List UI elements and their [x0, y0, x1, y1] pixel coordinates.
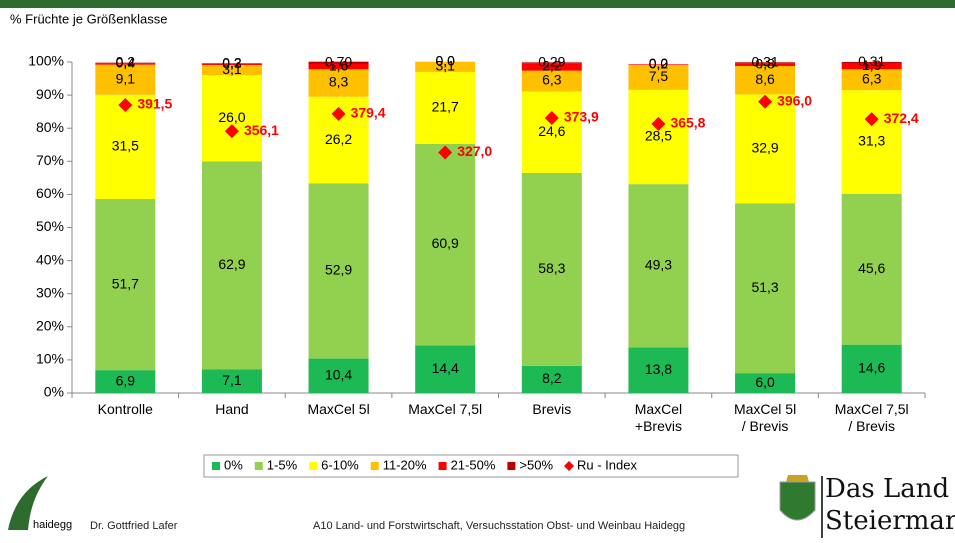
data-label: 58,3	[538, 260, 565, 276]
y-tick-label: 80%	[36, 119, 64, 135]
y-tick-label: 0%	[44, 384, 64, 400]
legend-label: 21-50%	[451, 457, 496, 472]
legend-swatch	[255, 462, 263, 470]
data-label: 21,7	[432, 99, 459, 115]
index-label: 396,0	[777, 92, 812, 108]
footer-author: Dr. Gottfried Lafer	[90, 520, 177, 532]
data-label: 7,1	[222, 372, 242, 388]
index-label: 372,4	[884, 110, 919, 126]
data-label: 49,3	[645, 256, 672, 272]
slide: % Früchte je Größenklasse haidegg 0% 10% 2…	[0, 0, 955, 543]
data-label: 9,1	[116, 70, 136, 86]
data-label: 0,31	[751, 54, 778, 70]
data-label: 0,29	[538, 54, 565, 70]
data-label: 52,9	[325, 262, 352, 278]
data-label: 14,4	[432, 360, 459, 376]
data-label: 13,8	[645, 361, 672, 377]
index-label: 327,0	[457, 143, 492, 159]
data-label: 14,6	[858, 360, 885, 376]
top-bar	[0, 0, 955, 8]
x-tick-label: MaxCel 5l / Brevis	[713, 401, 817, 435]
data-label: 6,0	[755, 374, 775, 390]
data-label: 51,3	[751, 279, 778, 295]
data-label: 6,9	[116, 372, 136, 388]
brand-line: Das Land	[825, 474, 949, 504]
brand-line: Steiermark	[825, 506, 955, 536]
logo-text: haidegg	[33, 519, 72, 531]
data-label: 26,2	[325, 131, 352, 147]
data-label: 31,3	[858, 133, 885, 149]
data-label: 0,0	[649, 55, 669, 71]
data-label: 51,7	[112, 275, 139, 291]
data-label: 60,9	[432, 235, 459, 251]
index-label: 365,8	[670, 115, 705, 131]
legend-swatch	[309, 462, 317, 470]
data-label: 10,4	[325, 366, 352, 382]
x-tick-label: Brevis	[500, 401, 604, 418]
data-label: 26,0	[218, 109, 245, 125]
x-tick-label: Hand	[180, 401, 284, 418]
legend-swatch	[507, 462, 515, 470]
x-tick-label: MaxCel 7,5l	[393, 401, 497, 418]
index-label: 373,9	[564, 109, 599, 125]
y-tick-label: 50%	[36, 218, 64, 234]
y-tick-label: 100%	[28, 53, 64, 69]
crest	[780, 482, 815, 520]
data-label: 0,2	[222, 54, 242, 70]
crest-crown	[786, 475, 809, 482]
index-label: 379,4	[351, 105, 386, 121]
x-tick-label: MaxCel 7,5l / Brevis	[820, 401, 924, 435]
legend-label: 11-20%	[383, 457, 427, 472]
data-label: 31,5	[112, 138, 139, 154]
legend-swatch	[212, 462, 220, 470]
data-label: 0,0	[435, 52, 455, 68]
data-label: 8,2	[542, 370, 562, 386]
y-tick-label: 10%	[36, 351, 64, 367]
chart-title: % Früchte je Größenklasse	[10, 11, 168, 26]
y-tick-label: 60%	[36, 185, 64, 201]
legend-label: Ru - Index	[577, 457, 637, 472]
legend-swatch	[439, 462, 447, 470]
data-label: 0,70	[325, 54, 352, 70]
data-label: 62,9	[218, 256, 245, 272]
legend-label: 1-5%	[267, 457, 298, 472]
data-label: 24,6	[538, 123, 565, 139]
chart: % Früchte je Größenklasse haidegg 0% 10% 2…	[0, 0, 955, 543]
legend-label: >50%	[519, 457, 553, 472]
footer-institution: A10 Land- und Forstwirtschaft, Versuchss…	[313, 520, 685, 532]
data-label: 0,31	[858, 53, 885, 69]
index-label: 391,5	[137, 96, 172, 112]
y-tick-label: 20%	[36, 318, 64, 334]
y-tick-label: 70%	[36, 152, 64, 168]
legend-swatch	[371, 462, 379, 470]
x-tick-label: MaxCel 5l	[287, 401, 391, 418]
y-tick-label: 40%	[36, 251, 64, 267]
legend-label: 0%	[224, 457, 243, 472]
index-label: 356,1	[244, 122, 279, 138]
y-tick-label: 30%	[36, 284, 64, 300]
legend-label: 6-10%	[321, 457, 359, 472]
x-tick-label: Kontrolle	[73, 401, 177, 418]
data-label: 45,6	[858, 260, 885, 276]
data-label: 8,6	[755, 71, 775, 87]
data-label: 32,9	[751, 140, 778, 156]
data-label: 0,2	[116, 54, 136, 70]
data-label: 8,3	[329, 74, 349, 90]
y-tick-label: 90%	[36, 86, 64, 102]
x-tick-label: MaxCel +Brevis	[606, 401, 710, 435]
data-label: 6,3	[542, 72, 562, 88]
